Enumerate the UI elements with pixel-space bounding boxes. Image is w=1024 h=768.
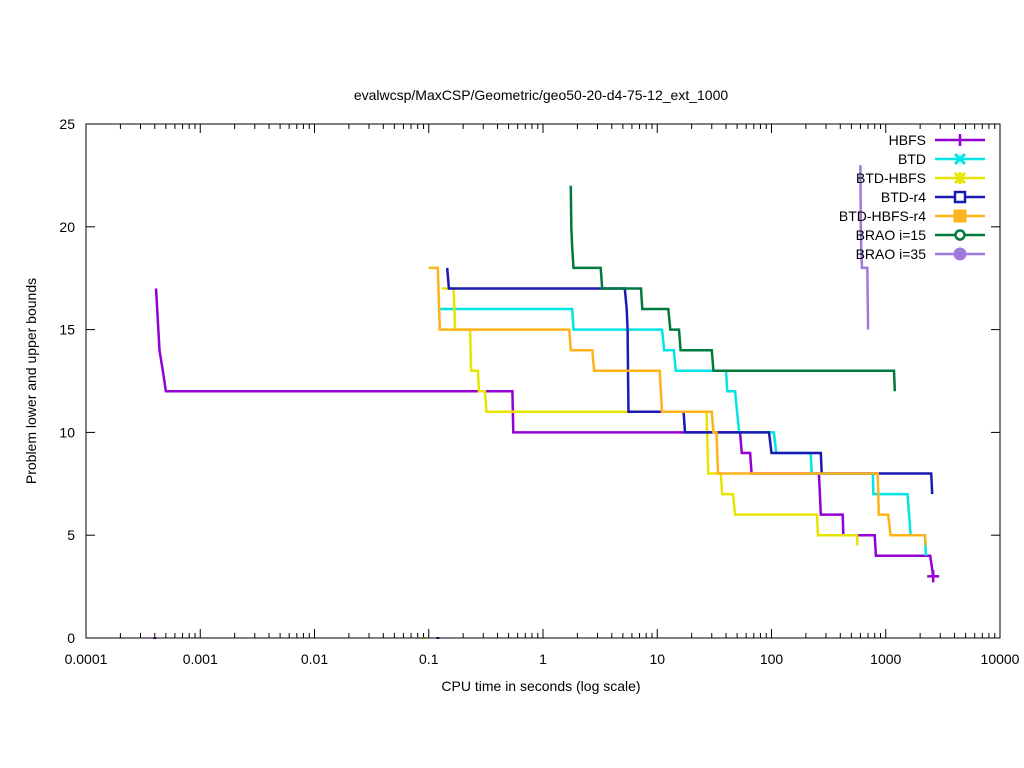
x-tick-label: 0.1 — [419, 651, 439, 667]
legend-marker-circle — [954, 229, 966, 241]
series-brao-i-15-upper-bound-line — [569, 185, 897, 392]
x-tick-label: 0.001 — [183, 651, 218, 667]
legend-marker-filled-circle — [953, 247, 967, 261]
y-tick-label: 15 — [59, 322, 75, 338]
x-tick-label: 0.01 — [301, 651, 328, 667]
series-brao-i-15 — [569, 185, 897, 392]
x-tick-label: 100 — [760, 651, 784, 667]
legend-item-hbfs: HBFS — [889, 132, 985, 148]
legend-label: BTD-HBFS-r4 — [839, 208, 926, 224]
x-tick-label: 10000 — [981, 651, 1020, 667]
x-tick-label: 0.0001 — [65, 651, 108, 667]
y-tick-label: 5 — [67, 527, 75, 543]
legend-label: BTD-HBFS — [856, 170, 926, 186]
series-btd-hbfs-r4-upper-bound-line — [428, 266, 928, 546]
x-tick-label: 10 — [649, 651, 665, 667]
legend-marker-filled-square — [953, 209, 967, 223]
legend-item-brao-i-35: BRAO i=35 — [856, 246, 985, 262]
plot-frame — [85, 123, 1001, 639]
legend-label: BTD — [898, 151, 926, 167]
x-axis-title: CPU time in seconds (log scale) — [441, 678, 640, 694]
legend-item-brao-i-15: BRAO i=15 — [856, 227, 985, 243]
legend-item-btd-r4: BTD-r4 — [881, 189, 985, 205]
legend-item-btd: BTD — [898, 151, 985, 167]
legend-marker-x — [953, 152, 967, 166]
chart-title: evalwcsp/MaxCSP/Geometric/geo50-20-d4-75… — [354, 87, 729, 103]
legend-marker-star — [953, 171, 967, 185]
series-brao-i-35 — [859, 165, 870, 330]
y-tick-label: 10 — [59, 424, 75, 440]
legend-label: BRAO i=35 — [856, 246, 927, 262]
series-btd-hbfs-r4 — [428, 266, 928, 546]
x-tick-label: 1000 — [870, 651, 901, 667]
y-axis-title: Problem lower and upper bounds — [23, 278, 39, 484]
legend-label: BTD-r4 — [881, 189, 926, 205]
series-brao-i-35-upper-bound-line — [859, 165, 870, 330]
legend-marker-square — [953, 190, 967, 204]
y-tick-label: 0 — [67, 630, 75, 646]
y-tick-label: 25 — [59, 116, 75, 132]
legend-item-btd-hbfs: BTD-HBFS — [856, 170, 985, 186]
series-layer — [153, 165, 940, 639]
legend: HBFS BTD BTD-HBFS BTD-r4 BTD-HBFS-r4 BRAO i=1… — [839, 132, 985, 262]
legend-label: HBFS — [889, 132, 926, 148]
series-hbfs-upper-bound-line — [154, 288, 935, 577]
legend-label: BRAO i=15 — [856, 227, 927, 243]
tick-labels: 0.0001 0.001 0.01 0.1 1 10 100 1000 10000 0 5 10 15 2… — [59, 116, 1019, 667]
x-tick-label: 1 — [539, 651, 547, 667]
y-tick-label: 20 — [59, 219, 75, 235]
legend-item-btd-hbfs-r4: BTD-HBFS-r4 — [839, 208, 985, 224]
